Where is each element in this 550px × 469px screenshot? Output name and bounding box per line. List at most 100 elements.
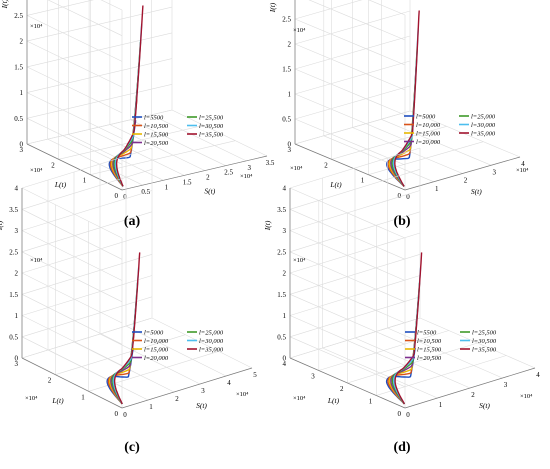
y-tick-label: 3 (20, 146, 24, 154)
y-tick-label: 0 (115, 410, 119, 418)
y-tick-label: 2 (48, 377, 52, 385)
y-tick-label: 1 (83, 177, 87, 185)
x-axis-label: S(t) (204, 186, 215, 195)
legend-entry: l=5500 (417, 330, 437, 337)
y-axis-label: L(t) (51, 396, 64, 405)
gridline (294, 93, 406, 141)
y-tick-label: 3 (311, 373, 315, 381)
gridline (289, 317, 421, 359)
legend-entry: l=20,500 (144, 140, 169, 147)
gridline (21, 275, 153, 316)
y-exponent: ×10⁴ (30, 167, 43, 174)
z-tick-label: 0.5 (14, 115, 23, 123)
gridline (26, 84, 173, 119)
panel-label-c: (c) (124, 440, 140, 455)
legend-entry: l=30,000 (471, 122, 496, 129)
gridline (151, 317, 253, 369)
series-curves (106, 252, 141, 405)
x-exponent: ×10⁴ (240, 173, 253, 180)
x-tick-label: 1.5 (183, 178, 192, 186)
gridline (21, 232, 153, 274)
gridline (26, 40, 123, 88)
panel-label-d: (d) (393, 440, 411, 455)
y-tick-label: 1 (369, 398, 373, 406)
legend-entry: l=10,500 (144, 123, 169, 130)
gridline (151, 114, 247, 162)
x-exponent: ×10⁴ (520, 393, 533, 400)
series-line-5 (113, 41, 142, 187)
gridline (21, 294, 123, 345)
x-tick-label: 3 (201, 387, 205, 395)
z-tick-label: 0 (283, 355, 287, 363)
panel-c: 012345012300.511.522.533.54S(t)L(t)I(t)×… (0, 147, 257, 419)
gridline (294, 118, 406, 166)
axes (289, 188, 536, 409)
y-axis-line (21, 357, 123, 409)
gridline (26, 15, 123, 62)
gridlines (289, 147, 536, 409)
legend-entry: l=30,000 (199, 338, 224, 345)
legend-entry: l=15,500 (417, 347, 442, 354)
y-exponent: ×10⁴ (25, 395, 38, 402)
gridline (21, 272, 123, 324)
gridline (21, 190, 153, 231)
z-tick-label: 1 (283, 312, 287, 320)
z-exponent: ×10⁴ (30, 23, 43, 30)
x-axis-line (404, 367, 536, 409)
gridline (21, 317, 153, 359)
x-exponent: ×10⁴ (516, 167, 529, 174)
legend-entry: l=25,500 (199, 115, 224, 122)
legend-entry: l=5000 (416, 114, 436, 121)
y-axis-line (289, 357, 406, 409)
x-axis-line (121, 155, 268, 191)
legend-entry: l=10,000 (416, 122, 441, 129)
z-tick-label: 1.5 (14, 63, 23, 71)
z-tick-label: 4 (15, 185, 19, 193)
panel-label-b: (b) (393, 214, 411, 229)
z-tick-label: 1.5 (277, 291, 286, 299)
gridline (368, 141, 484, 175)
gridline (130, 119, 226, 166)
y-axis-label: L(t) (327, 396, 340, 405)
y-tick-label: 1 (361, 177, 365, 185)
gridline (26, 118, 123, 165)
x-axis-label: S(t) (479, 401, 490, 410)
z-tick-label: 3 (15, 227, 19, 235)
z-tick-label: 2 (15, 270, 19, 278)
x-tick-label: 2 (471, 391, 475, 399)
gridline (331, 126, 447, 160)
z-tick-label: 0 (15, 355, 19, 363)
axes (21, 188, 253, 409)
gridline (26, 66, 123, 114)
gridline (294, 18, 406, 66)
gridline (21, 169, 153, 210)
z-tick-label: 1 (288, 91, 292, 99)
legend-entry: l=25,000 (199, 330, 224, 337)
z-tick-label: 0.5 (282, 116, 291, 124)
x-tick-label: 0 (406, 411, 410, 419)
legend-entry: l=30,500 (199, 123, 224, 130)
gridline (26, 109, 173, 145)
gridline (26, 6, 173, 42)
series-curves (385, 252, 423, 405)
gridline (47, 349, 149, 401)
gridline (21, 296, 153, 338)
gridline (21, 211, 153, 253)
legend-entry: l=20,000 (144, 355, 169, 362)
gridline (368, 0, 406, 16)
z-tick-label: 1.5 (9, 291, 18, 299)
z-tick-label: 1 (20, 89, 24, 97)
gridline (376, 355, 507, 396)
z-tick-label: 2.5 (277, 248, 286, 256)
y-tick-label: 3 (15, 360, 19, 368)
panel-label-a: (a) (123, 214, 141, 229)
panel-a: 00.511.522.533.5012300.511.522.533.5S(t)… (0, 0, 275, 201)
z-tick-label: 0.5 (277, 333, 286, 341)
x-exponent: ×10⁴ (236, 391, 249, 398)
y-axis-label: L(t) (54, 180, 67, 189)
gridline (47, 138, 143, 186)
z-axis-label: I(t) (263, 220, 272, 231)
gridline (21, 209, 123, 260)
